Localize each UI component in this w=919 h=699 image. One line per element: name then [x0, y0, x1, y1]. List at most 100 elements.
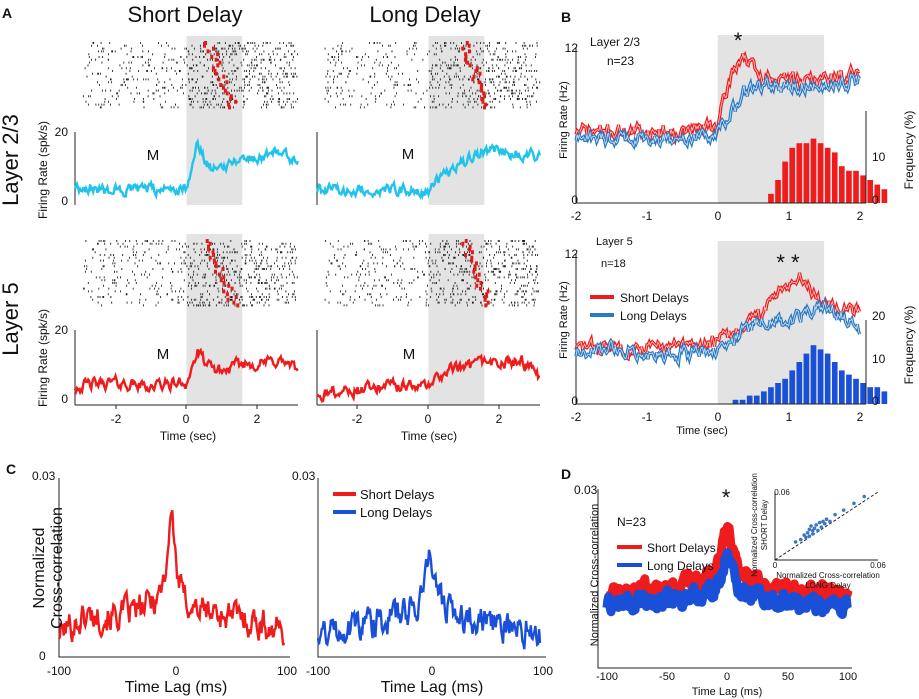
- b-hist-bar-0-13: [860, 175, 866, 203]
- b-bottom-y2tick-10: 10: [872, 352, 886, 366]
- b-bottom-xtick-neg1: -1: [642, 410, 653, 424]
- panel-letter-B: B: [561, 9, 571, 25]
- b-bottom-xtick-2: 2: [857, 410, 864, 424]
- b-legend-long: Long Delays: [620, 309, 687, 323]
- a-shade-l23-short: [186, 36, 243, 205]
- d-inset-point-20: [852, 501, 856, 506]
- d-inset-point-1: [798, 537, 803, 542]
- a-xaxis-right: [317, 404, 540, 409]
- b-hist-bar-1-16: [846, 374, 852, 404]
- a-psth-line-l5-long: [316, 353, 541, 403]
- d-inset-point-7: [810, 532, 815, 536]
- d-inset-point-18: [833, 512, 837, 517]
- a-raster-l23-long: [324, 42, 541, 109]
- c-xtick-neg100-left: -100: [47, 664, 71, 678]
- d-inset-xlabel-1: Normalized Cross-correlation: [776, 571, 880, 580]
- b-top-xtick-neg1: -1: [642, 209, 653, 223]
- b-hist-bar-1-8: [789, 370, 796, 404]
- b-bottom-xtick-neg2: -2: [571, 410, 582, 424]
- d-xtick-neg100: -100: [596, 671, 618, 683]
- b-hist-bar-0-14: [867, 180, 874, 203]
- d-inset-point-16: [824, 517, 829, 521]
- d-axes: [597, 489, 852, 669]
- b-hist-bar-1-4: [761, 391, 767, 404]
- c-ytick-top-right: 0.03: [292, 469, 316, 483]
- c-axes-long: [317, 478, 546, 658]
- b-hist-bar-0-0: [768, 193, 774, 203]
- b-hist-bar-1-14: [831, 362, 838, 404]
- a-title-long-delay: Long Delay: [369, 2, 480, 27]
- c-ytick-bottom-left: 0: [39, 649, 46, 663]
- d-inset-xlabel-2: LONG Delay: [805, 581, 850, 590]
- a-psth-line-l23-short: [73, 137, 300, 200]
- a-xtick-2-right: 2: [496, 412, 503, 426]
- c-xtick-0-right: 0: [429, 664, 436, 678]
- a-raster-l23-short: [82, 42, 299, 109]
- d-xlabel: Time Lag (ms): [692, 686, 763, 698]
- c-ytick-top-left: 0.03: [32, 469, 56, 483]
- b-top-ytick-12: 12: [565, 41, 579, 55]
- b-hist-bar-1-2: [746, 395, 753, 404]
- b-top-y2tick-10: 10: [872, 150, 886, 164]
- b-hist-bar-1-0: [732, 399, 739, 404]
- d-inset-point-12: [817, 520, 822, 525]
- a-ylabel-layer5: Firing Rate (spk/s): [36, 309, 50, 407]
- d-xtick-100: 100: [839, 671, 857, 683]
- d-xtick-0: 0: [724, 671, 730, 683]
- b-hist-bar-0-5: [803, 143, 810, 203]
- a-xtick-0-right: 0: [425, 412, 432, 426]
- b-hist-bar-1-5: [768, 387, 774, 404]
- d-inset-point-4: [805, 531, 810, 535]
- b-hist-bar-1-1: [739, 399, 746, 404]
- b-bottom-ytick-12: 12: [565, 247, 579, 261]
- b-top-significance: *: [734, 28, 743, 53]
- b-top-y2tick-0: 0: [872, 193, 879, 207]
- b-bottom-title: Layer 5: [596, 236, 633, 248]
- a-marker-m-l5-short: M: [157, 346, 170, 363]
- c-xlabel-left: Time Lag (ms): [125, 679, 228, 696]
- b-hist-bar-1-11: [810, 345, 817, 404]
- a-ytick-20-top: 20: [55, 125, 69, 139]
- a-ytick-0-bottom: 0: [61, 392, 68, 406]
- d-inset-point-5: [807, 527, 812, 532]
- b-hist-bar-0-1: [775, 180, 781, 203]
- b-hist-bar-0-11: [846, 170, 852, 203]
- d-band-long: [602, 548, 852, 619]
- panel-letter-D: D: [561, 466, 571, 482]
- d-inset-point-10: [814, 523, 818, 527]
- a-psth-line-l5-short: [73, 347, 299, 396]
- panel-letter-C: C: [6, 461, 16, 477]
- d-inset-ylabel-1: Normalized Cross-correlation: [750, 473, 759, 577]
- d-legend-long: Long Delays: [647, 559, 714, 573]
- c-line-long: [316, 549, 542, 650]
- b-hist-bar-0-6: [810, 138, 817, 203]
- d-inset-point-17: [828, 519, 832, 524]
- a-raster-l5-long: [324, 240, 539, 307]
- a-xaxis-left: [75, 404, 298, 409]
- b-bottom-significance: * *: [776, 250, 800, 275]
- d-inset-ytick: 0.06: [774, 488, 790, 497]
- a-xlabel-left: Time (sec): [160, 429, 216, 443]
- b-hist-bar-1-13: [824, 353, 831, 404]
- b-top-xtick-1: 1: [786, 209, 793, 223]
- c-legend-short: Short Delays: [360, 487, 435, 502]
- b-hist-bar-1-10: [803, 353, 810, 404]
- a-xlabel-right: Time (sec): [401, 429, 457, 443]
- b-hist-bar-1-9: [796, 362, 803, 404]
- b-top-xtick-neg2: -2: [571, 209, 582, 223]
- b-top-xtick-0: 0: [715, 209, 722, 223]
- b-bottom-ylabel: Firing Rate (Hz): [558, 281, 570, 359]
- a-title-short-delay: Short Delay: [128, 2, 243, 27]
- b-hist-bar-0-10: [838, 166, 845, 203]
- b-bottom-y2tick-0: 0: [872, 394, 879, 408]
- a-xtick-0-left: 0: [183, 412, 190, 426]
- b-hist-bar-1-19: [867, 387, 874, 404]
- b-bottom-n: n=18: [601, 258, 626, 270]
- b-legend-short: Short Delays: [620, 291, 689, 305]
- a-marker-m-l5-long: M: [403, 346, 416, 363]
- d-xtick-50: 50: [782, 671, 794, 683]
- b-hist-bar-1-18: [860, 383, 866, 404]
- b-hist-bar-1-21: [881, 391, 888, 404]
- b-axes-0: [575, 47, 866, 204]
- a-xtick-neg2-right: -2: [352, 412, 363, 426]
